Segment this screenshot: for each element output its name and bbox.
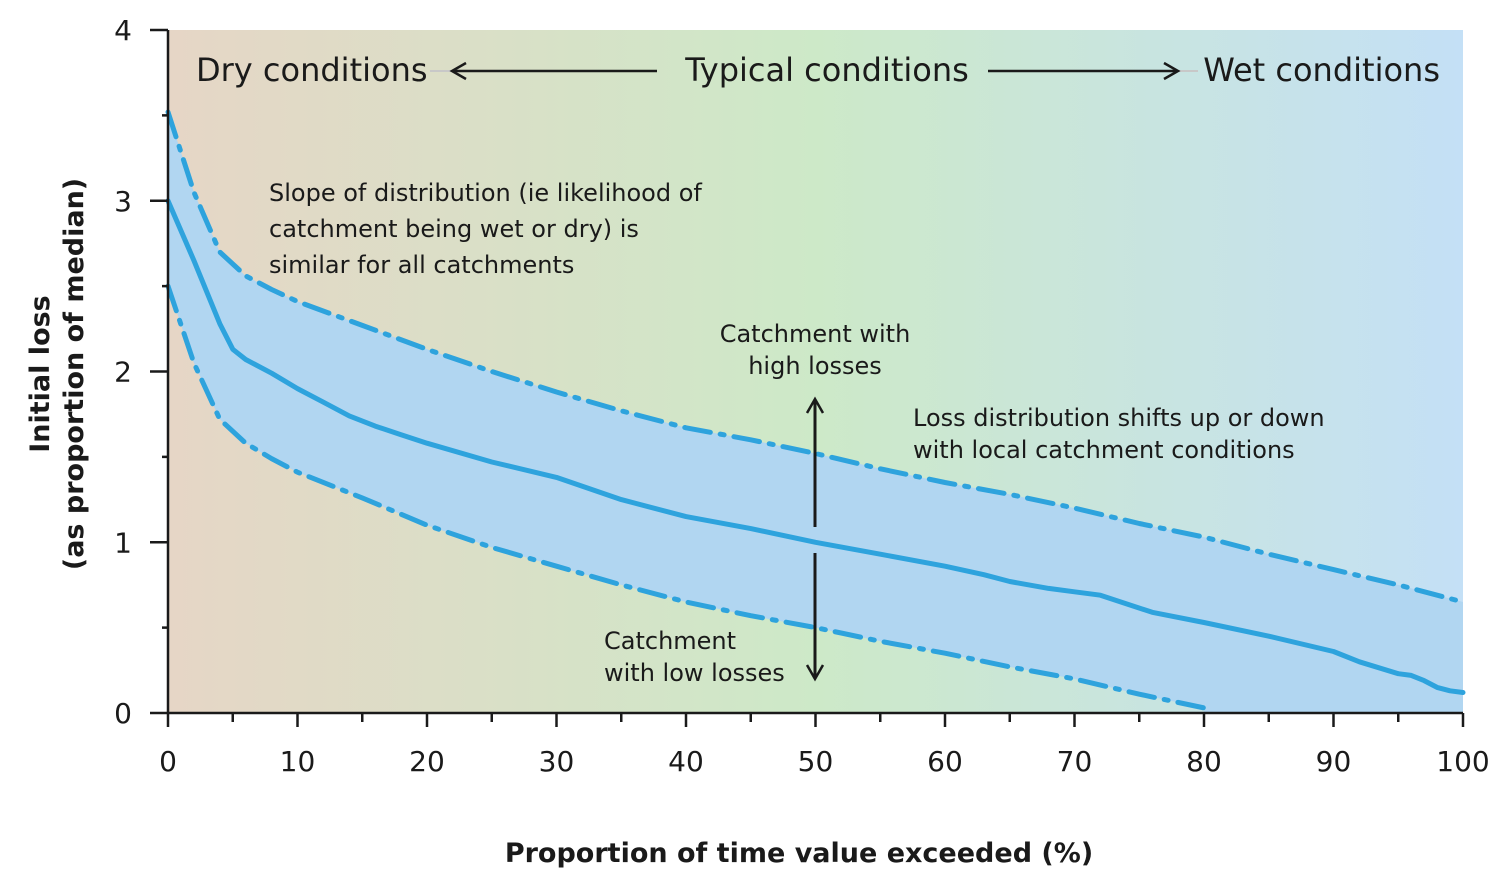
x-tick-label: 70: [1057, 745, 1093, 778]
x-tick-label: 30: [539, 745, 575, 778]
y-axis-title-line-2: (as proportion of median): [59, 178, 90, 570]
median-catchment-curve: [165, 198, 1466, 695]
shift-note-line-1: Loss distribution shifts up or down: [913, 404, 1325, 432]
y-axis-title-line-1: Initial loss: [25, 295, 56, 453]
shift-note-line-2: with local catchment conditions: [913, 436, 1295, 464]
y-tick-label: 1: [114, 526, 132, 559]
slope-note-line-3: similar for all catchments: [269, 251, 574, 279]
y-tick-label: 3: [114, 185, 132, 218]
y-axis: 0 1 2 3 4: [114, 14, 170, 730]
loss-distribution-band: [168, 112, 1463, 713]
y-tick-label: 0: [114, 697, 132, 730]
dry-conditions-label: Dry conditions: [196, 51, 428, 89]
x-tick-label: 80: [1186, 745, 1222, 778]
slope-note-line-1: Slope of distribution (ie likelihood of: [269, 179, 702, 207]
high-loss-catchment-curve: [165, 109, 1466, 605]
x-tick-label: 50: [798, 745, 834, 778]
x-tick-label: 0: [159, 745, 177, 778]
y-tick-label: 4: [114, 14, 132, 47]
x-axis: 0 10 20 30 40 50 60 70 80 90 100: [159, 711, 1490, 778]
x-tick-label: 10: [280, 745, 316, 778]
low-losses-label-line-1: Catchment: [604, 627, 736, 655]
low-losses-label-line-2: with low losses: [604, 659, 785, 687]
x-tick-label: 100: [1436, 745, 1489, 778]
x-tick-label: 60: [927, 745, 963, 778]
typical-conditions-label: Typical conditions: [684, 51, 969, 89]
x-tick-label: 20: [409, 745, 445, 778]
slope-note-line-2: catchment being wet or dry) is: [269, 215, 639, 243]
high-losses-label-line-1: Catchment with: [720, 320, 911, 348]
wet-conditions-label: Wet conditions: [1203, 51, 1440, 89]
high-losses-label-line-2: high losses: [748, 352, 882, 380]
x-tick-label: 40: [668, 745, 704, 778]
x-axis-title: Proportion of time value exceeded (%): [505, 838, 1093, 869]
y-tick-label: 2: [114, 356, 132, 389]
x-tick-label: 90: [1316, 745, 1352, 778]
low-loss-catchment-curve: [165, 283, 1207, 711]
